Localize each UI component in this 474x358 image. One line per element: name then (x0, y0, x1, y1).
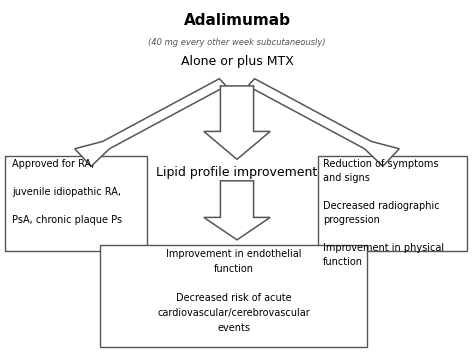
FancyBboxPatch shape (318, 156, 467, 251)
Text: Improvement in endothelial
function

Decreased risk of acute
cardiovascular/cere: Improvement in endothelial function Decr… (157, 249, 310, 333)
Text: (40 mg every other week subcutaneously): (40 mg every other week subcutaneously) (148, 38, 326, 47)
Text: Reduction of symptoms
and signs

Decreased radiographic
progression

Improvement: Reduction of symptoms and signs Decrease… (323, 159, 445, 267)
Polygon shape (204, 181, 270, 240)
Text: Alone or plus MTX: Alone or plus MTX (181, 55, 293, 68)
FancyBboxPatch shape (100, 245, 367, 347)
Text: Lipid profile improvement: Lipid profile improvement (156, 166, 318, 179)
Polygon shape (204, 86, 270, 159)
Text: Approved for RA,

juvenile idiopathic RA,

PsA, chronic plaque Ps: Approved for RA, juvenile idiopathic RA,… (12, 159, 122, 225)
Polygon shape (248, 79, 399, 166)
FancyBboxPatch shape (5, 156, 147, 251)
Text: Adalimumab: Adalimumab (183, 13, 291, 28)
Polygon shape (75, 79, 226, 166)
